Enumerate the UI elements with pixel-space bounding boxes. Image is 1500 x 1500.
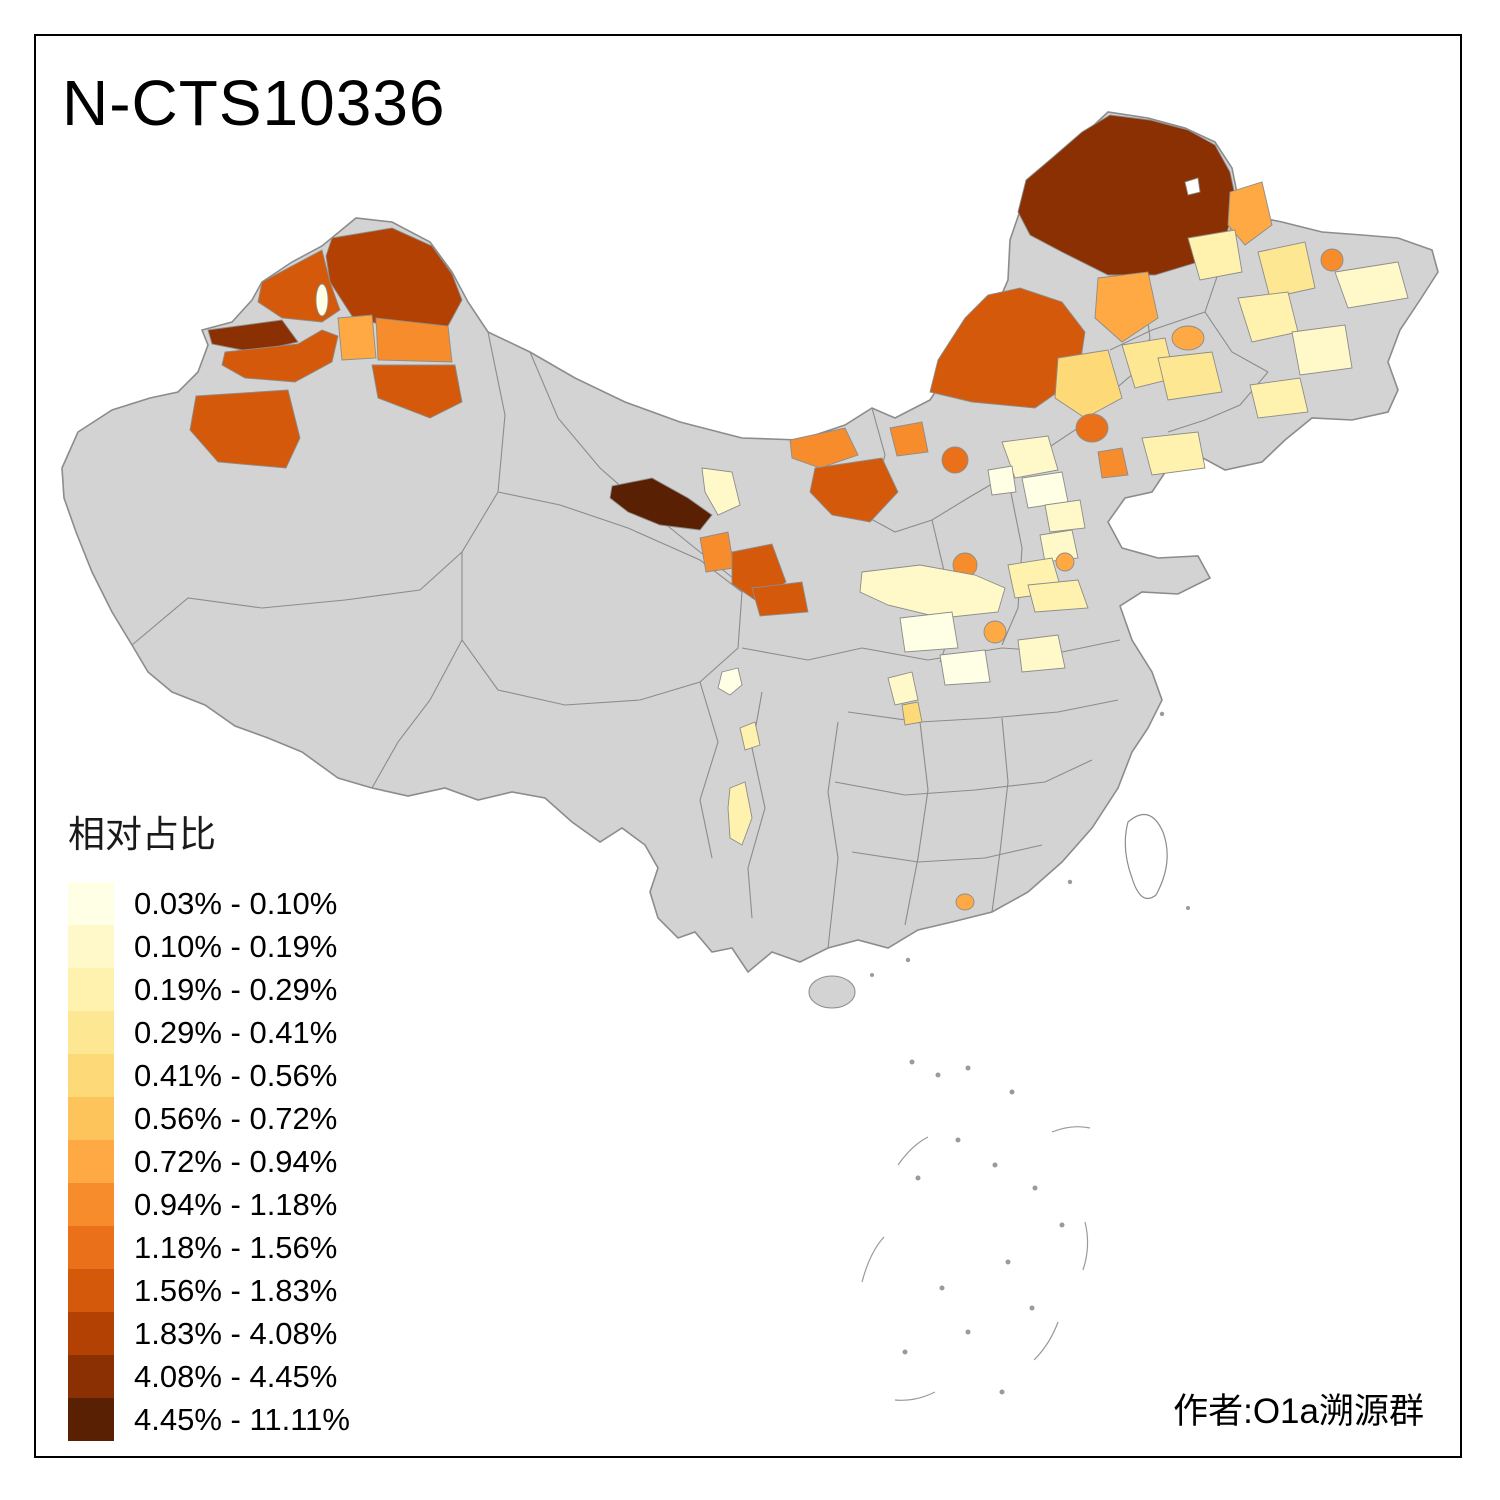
map-region (739, 721, 761, 751)
taiwan-island (1124, 813, 1168, 900)
legend-row: 0.19% - 0.29% (68, 968, 350, 1011)
map-region (1171, 325, 1205, 351)
legend-swatch (68, 1226, 114, 1269)
map-region (1027, 579, 1089, 613)
map-region (1017, 114, 1237, 276)
map-region (701, 467, 741, 516)
map-region (929, 287, 1086, 409)
map-region (717, 667, 743, 696)
legend-swatch (68, 1183, 114, 1226)
legend-row: 1.83% - 4.08% (68, 1312, 350, 1355)
map-region (375, 317, 453, 363)
legend-label: 1.56% - 1.83% (134, 1272, 338, 1308)
legend-label: 0.10% - 0.19% (134, 928, 338, 964)
map-region (727, 781, 753, 846)
map-region (221, 329, 339, 383)
hainan-island (808, 975, 856, 1009)
author-credit: 作者:O1a溯源群 (1173, 1392, 1424, 1431)
map-region (1017, 634, 1066, 673)
legend-label: 0.41% - 0.56% (134, 1057, 338, 1093)
legend-row: 4.45% - 11.11% (68, 1398, 350, 1441)
map-region (1055, 552, 1075, 572)
map-region (789, 427, 859, 469)
legend-swatch (68, 1140, 114, 1183)
legend-label: 0.03% - 0.10% (134, 885, 338, 921)
map-region (983, 620, 1007, 644)
map-region (901, 701, 923, 726)
map-legend: 相对占比 0.03% - 0.10% 0.10% - 0.19% 0.19% -… (68, 804, 350, 1441)
map-region (1249, 377, 1309, 419)
legend-row: 0.29% - 0.41% (68, 1011, 350, 1054)
legend-label: 1.83% - 4.08% (134, 1315, 338, 1351)
map-region (1320, 248, 1344, 272)
map-region (941, 446, 969, 474)
map-region (1044, 499, 1086, 533)
colored-regions (189, 114, 1409, 911)
legend-swatch (68, 1011, 114, 1054)
map-region (899, 611, 959, 653)
map-region (955, 893, 975, 911)
legend-label: 0.19% - 0.29% (134, 971, 338, 1007)
legend-row: 1.56% - 1.83% (68, 1269, 350, 1312)
legend-row: 0.72% - 0.94% (68, 1140, 350, 1183)
legend-row: 0.56% - 0.72% (68, 1097, 350, 1140)
map-region (1157, 351, 1223, 401)
map-region (939, 649, 991, 686)
map-region (1094, 271, 1159, 343)
map-region (1054, 349, 1123, 419)
map-region (1291, 324, 1353, 376)
map-region (809, 457, 899, 523)
legend-rows: 0.03% - 0.10% 0.10% - 0.19% 0.19% - 0.29… (68, 882, 350, 1441)
page-title: N-CTS10336 (62, 67, 446, 139)
map-region (1184, 177, 1201, 196)
legend-swatch (68, 882, 114, 925)
map-region (1075, 413, 1109, 443)
map-region (1187, 229, 1243, 281)
map-region (1097, 447, 1129, 479)
map-region (337, 314, 377, 361)
map-region (1334, 261, 1409, 309)
legend-title: 相对占比 (68, 814, 216, 855)
legend-label: 0.29% - 0.41% (134, 1014, 338, 1050)
legend-swatch (68, 1355, 114, 1398)
legend-row: 0.10% - 0.19% (68, 925, 350, 968)
map-region (1141, 431, 1206, 476)
map-region (1257, 241, 1316, 299)
legend-swatch (68, 925, 114, 968)
map-region (859, 564, 1006, 619)
legend-row: 0.03% - 0.10% (68, 882, 350, 925)
map-region (371, 364, 463, 419)
south-china-sea-islands (861, 1059, 1091, 1401)
map-region (699, 531, 735, 573)
legend-label: 0.56% - 0.72% (134, 1100, 338, 1136)
legend-swatch (68, 968, 114, 1011)
map-region (1227, 181, 1273, 246)
map-region (889, 421, 929, 457)
legend-swatch (68, 1097, 114, 1140)
map-region (887, 671, 919, 706)
map-region (315, 283, 329, 317)
legend-label: 0.94% - 1.18% (134, 1186, 338, 1222)
legend-row: 4.08% - 4.45% (68, 1355, 350, 1398)
map-region (751, 581, 809, 617)
legend-swatch (68, 1269, 114, 1312)
map-region (987, 465, 1017, 496)
legend-row: 1.18% - 1.56% (68, 1226, 350, 1269)
legend-label: 4.08% - 4.45% (134, 1358, 338, 1394)
coastal-islets (870, 711, 1190, 977)
legend-label: 0.72% - 0.94% (134, 1143, 338, 1179)
legend-swatch (68, 1312, 114, 1355)
legend-label: 1.18% - 1.56% (134, 1229, 338, 1265)
map-region (189, 389, 301, 469)
legend-row: 0.41% - 0.56% (68, 1054, 350, 1097)
map-region (609, 477, 713, 531)
legend-swatch (68, 1054, 114, 1097)
legend-swatch (68, 1398, 114, 1441)
legend-row: 0.94% - 1.18% (68, 1183, 350, 1226)
legend-label: 4.45% - 11.11% (134, 1401, 350, 1437)
